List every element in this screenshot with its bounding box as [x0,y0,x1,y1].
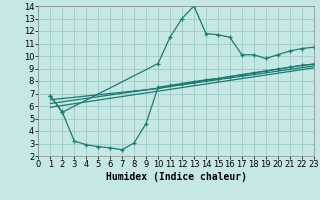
X-axis label: Humidex (Indice chaleur): Humidex (Indice chaleur) [106,172,246,182]
